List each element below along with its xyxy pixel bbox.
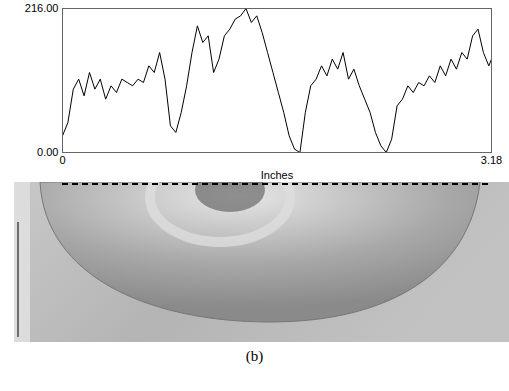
- svg-text:3.18: 3.18: [481, 154, 502, 166]
- svg-text:Inches: Inches: [261, 169, 294, 181]
- html-text:(b): (b): [245, 348, 264, 364]
- svg-text:216.00: 216.00: [25, 2, 59, 14]
- svg-text:0.00: 0.00: [37, 146, 58, 158]
- svg-text:0: 0: [59, 154, 65, 166]
